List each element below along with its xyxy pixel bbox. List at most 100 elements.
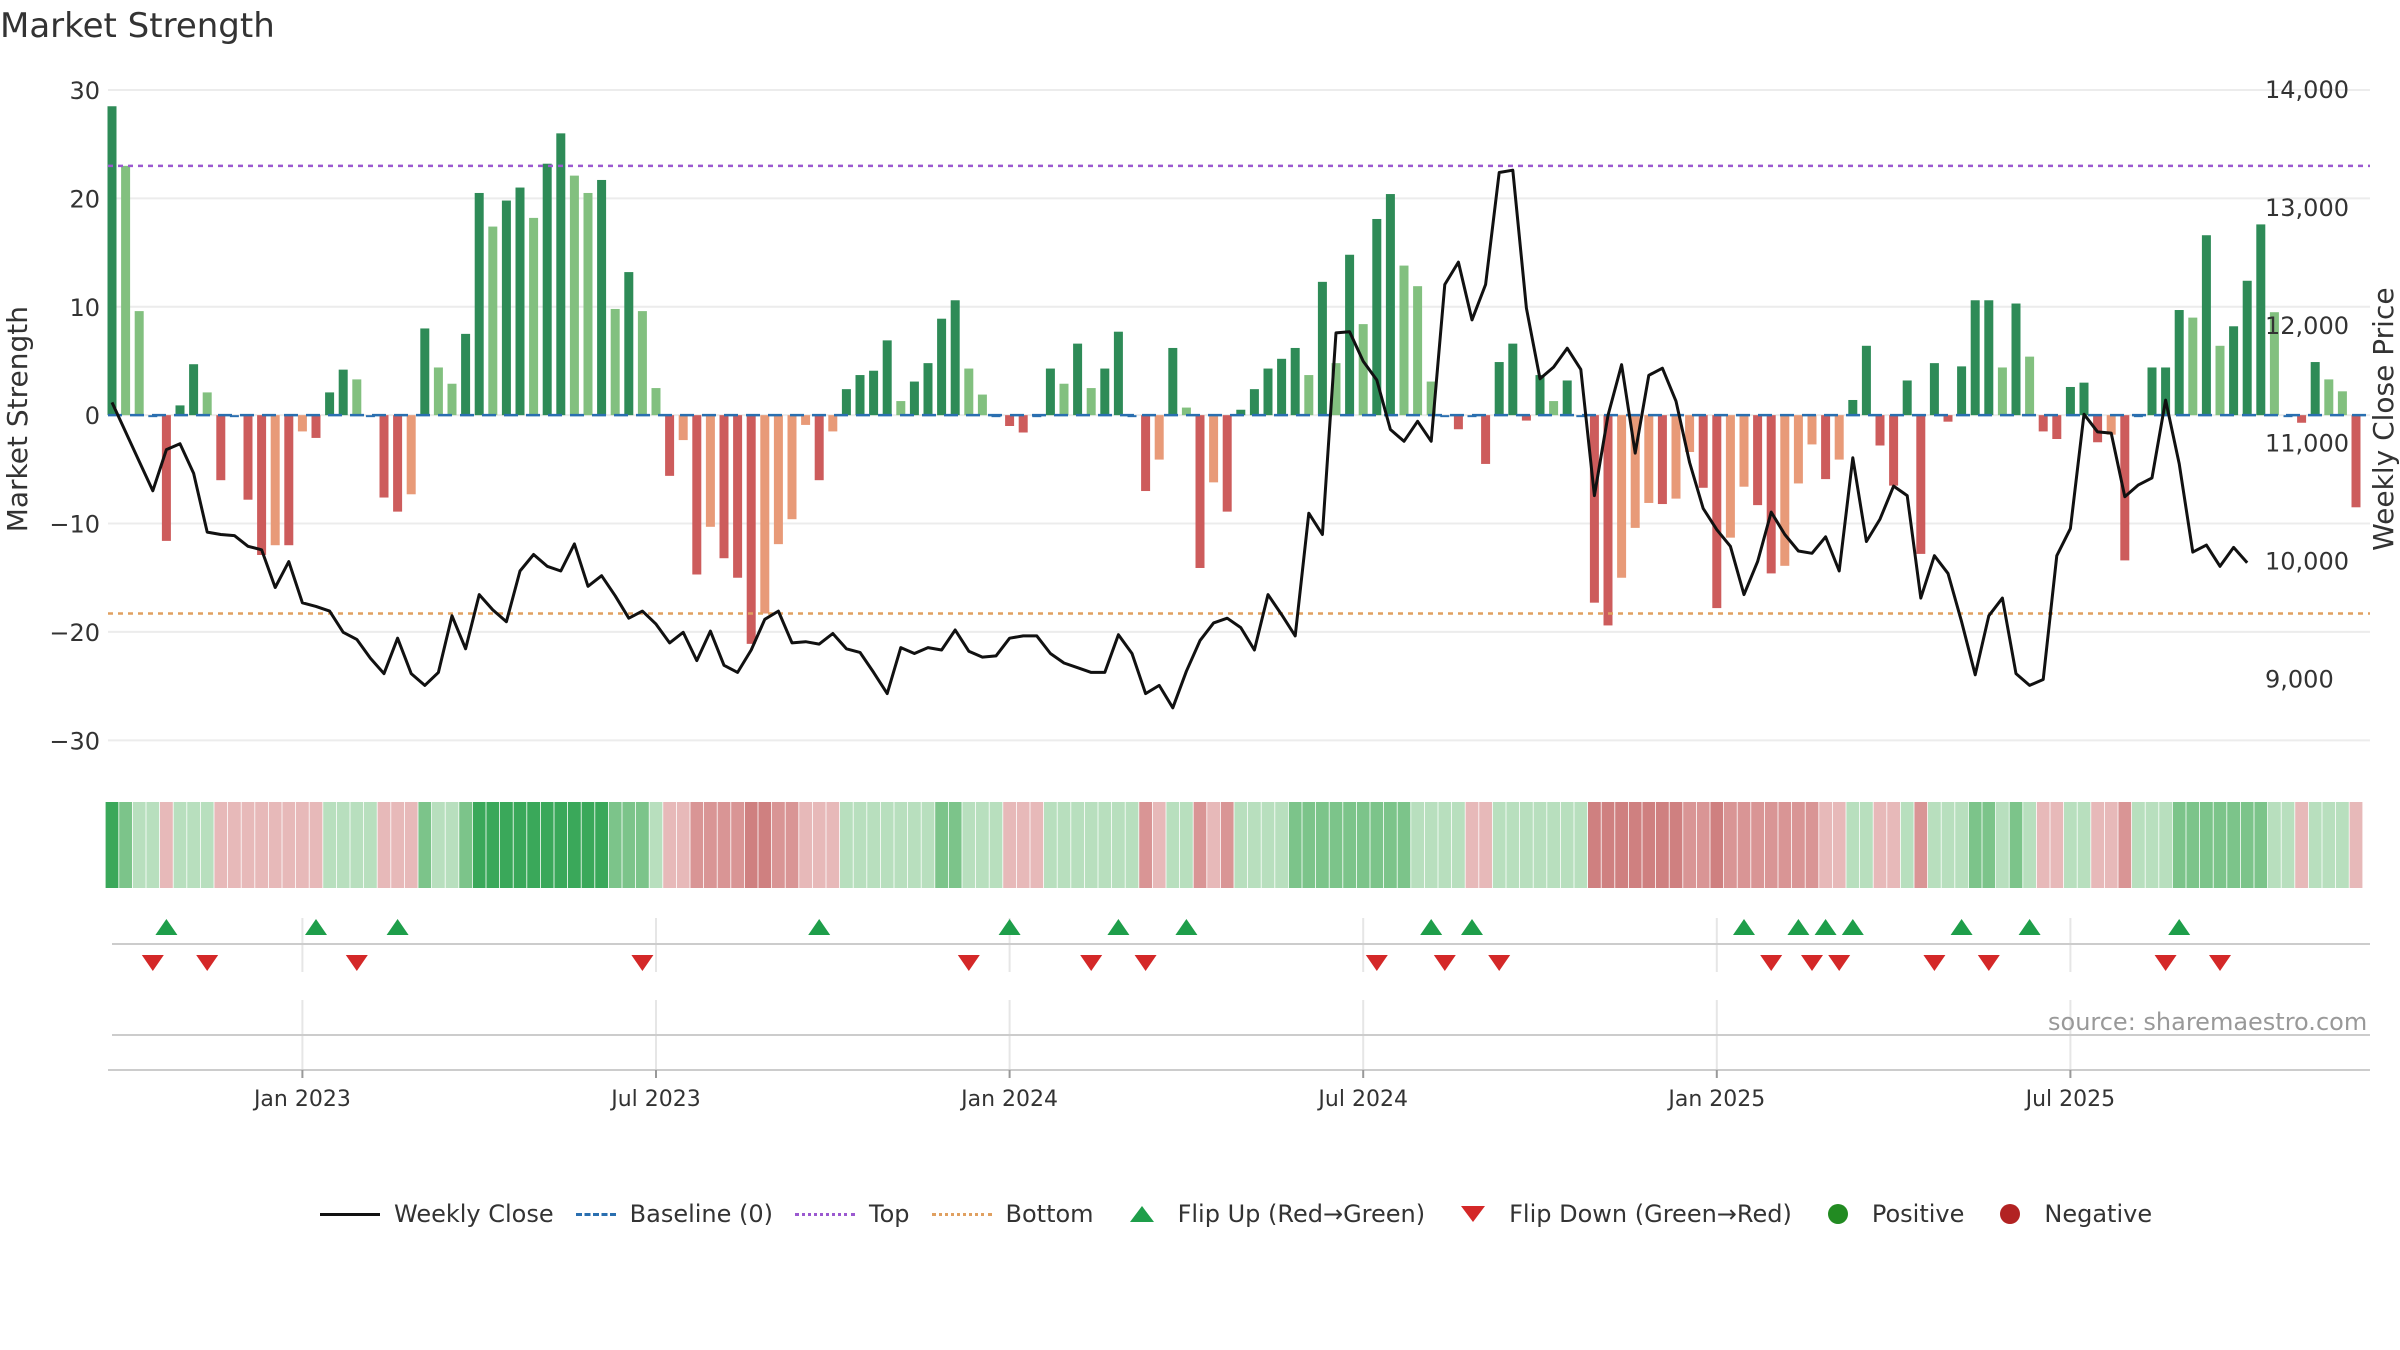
strength-bar bbox=[1603, 415, 1613, 626]
strip-cell bbox=[1356, 802, 1370, 888]
strip-cell bbox=[880, 802, 894, 888]
strength-bar bbox=[461, 333, 471, 416]
strip-cell bbox=[1152, 802, 1166, 888]
strength-bar bbox=[1644, 415, 1654, 503]
strip-cell bbox=[1533, 802, 1547, 888]
strength-bar bbox=[515, 187, 525, 416]
strip-cell bbox=[1982, 802, 1996, 888]
strip-cell bbox=[1452, 802, 1465, 888]
strip-cell bbox=[1696, 802, 1710, 888]
strip-cell bbox=[364, 802, 377, 888]
y2-tick-label: 13,000 bbox=[2265, 194, 2349, 222]
strength-bar bbox=[1426, 381, 1436, 416]
strength-bar bbox=[1304, 375, 1314, 416]
y-tick-label: 0 bbox=[85, 402, 100, 430]
y2-tick-label: 10,000 bbox=[2265, 548, 2349, 576]
strength-bar bbox=[556, 133, 566, 416]
strength-bar bbox=[2337, 391, 2347, 416]
strength-bar bbox=[1372, 218, 1382, 416]
strip-cell bbox=[2036, 802, 2050, 888]
strip-cell bbox=[309, 802, 323, 888]
strength-bar bbox=[365, 415, 375, 418]
strength-bar bbox=[1018, 415, 1028, 433]
strength-bar bbox=[964, 368, 974, 416]
strength-bar bbox=[1793, 415, 1803, 484]
strip-cell bbox=[976, 802, 989, 888]
strength-bar bbox=[311, 415, 321, 438]
flip-down-marker bbox=[1801, 955, 1823, 971]
strip-cell bbox=[1288, 802, 1302, 888]
strength-bar bbox=[1222, 415, 1232, 512]
strip-cell bbox=[1628, 802, 1642, 888]
strip-cell bbox=[241, 802, 255, 888]
strip-cell bbox=[2295, 802, 2308, 888]
strip-cell bbox=[255, 802, 268, 888]
strength-bar bbox=[1494, 362, 1504, 416]
strip-cell bbox=[350, 802, 364, 888]
y-tick-label: 10 bbox=[69, 294, 100, 322]
strength-bar bbox=[869, 370, 879, 416]
flip-down-marker bbox=[1134, 955, 1157, 971]
strip-cell bbox=[296, 802, 309, 888]
flip-up-marker bbox=[386, 919, 409, 935]
strength-bar bbox=[1481, 415, 1491, 464]
strip-cell bbox=[568, 802, 581, 888]
strip-cell bbox=[391, 802, 404, 888]
strength-bar bbox=[189, 364, 199, 416]
strip-cell bbox=[1220, 802, 1234, 888]
source-label: source: sharemaestro.com bbox=[2048, 1008, 2368, 1036]
strip-cell bbox=[173, 802, 187, 888]
strip-cell bbox=[649, 802, 663, 888]
strip-cell bbox=[1234, 802, 1248, 888]
strength-bar bbox=[1875, 415, 1885, 446]
legend-label: Bottom bbox=[1005, 1200, 1094, 1228]
flip-down-marker bbox=[1433, 955, 1456, 971]
y-tick-label: 30 bbox=[69, 77, 100, 105]
strength-bar bbox=[1277, 358, 1287, 416]
strength-bar bbox=[297, 415, 307, 432]
strength-bar bbox=[610, 308, 620, 416]
strength-bar bbox=[1209, 415, 1219, 483]
strip-cell bbox=[1112, 802, 1125, 888]
strength-bar bbox=[1100, 368, 1110, 416]
strength-bar bbox=[801, 415, 811, 425]
strip-cell bbox=[2077, 802, 2091, 888]
y-tick-label: −30 bbox=[49, 727, 100, 755]
strip-cell bbox=[1465, 802, 1479, 888]
strip-cell bbox=[2268, 802, 2281, 888]
legend-label: Negative bbox=[2044, 1200, 2153, 1228]
strength-bar bbox=[2256, 224, 2266, 416]
strength-bar bbox=[447, 383, 457, 416]
strength-bar bbox=[2093, 415, 2103, 443]
strength-bar bbox=[433, 367, 443, 416]
strength-bar bbox=[2188, 317, 2198, 416]
strip-cell bbox=[418, 802, 432, 888]
x-tick-label: Jul 2024 bbox=[1316, 1087, 1408, 1112]
strip-cell bbox=[500, 802, 513, 888]
strip-cell bbox=[1778, 802, 1792, 888]
flip-down-marker bbox=[196, 955, 219, 971]
strength-bar bbox=[1086, 388, 1096, 416]
strip-cell bbox=[1737, 802, 1751, 888]
strength-bar bbox=[665, 415, 675, 476]
strip-cell bbox=[2023, 802, 2036, 888]
legend-symbol-dot bbox=[795, 1212, 856, 1216]
strip-cell bbox=[799, 802, 812, 888]
x-tick-label: Jan 2025 bbox=[1666, 1087, 1765, 1112]
flip-down-marker bbox=[1365, 955, 1388, 971]
strip-cell bbox=[2145, 802, 2159, 888]
y2-axis-label: Weekly Close Price bbox=[2367, 287, 2400, 550]
strip-cell bbox=[2213, 802, 2227, 888]
strip-cell bbox=[527, 802, 540, 888]
flip-up-marker bbox=[155, 919, 178, 935]
strip-cell bbox=[132, 802, 146, 888]
strip-cell bbox=[2349, 802, 2363, 888]
strength-bar bbox=[1440, 415, 1450, 418]
legend-label: Weekly Close bbox=[394, 1200, 554, 1228]
strength-bar bbox=[1970, 300, 1980, 416]
strength-bar bbox=[1263, 368, 1273, 416]
strength-bar bbox=[1834, 415, 1844, 460]
strip-cell bbox=[1016, 802, 1030, 888]
strength-bar bbox=[1154, 415, 1164, 460]
strip-cell bbox=[2050, 802, 2064, 888]
